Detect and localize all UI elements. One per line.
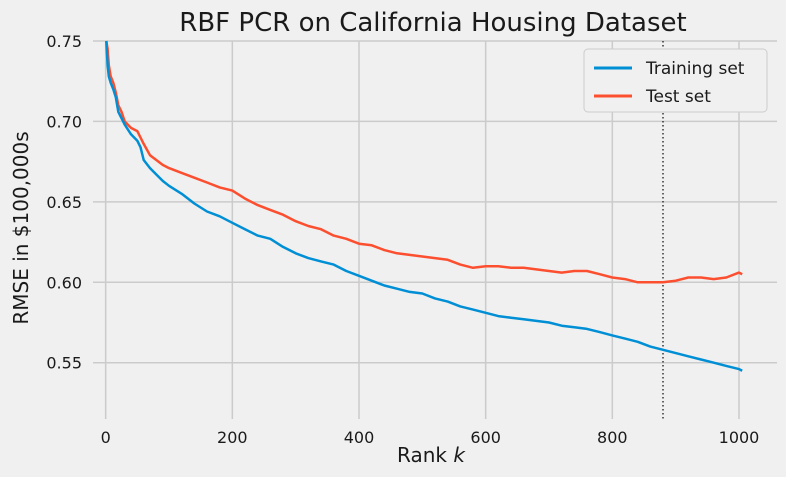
y-tick-label: 0.60 [46,273,82,292]
chart-title: RBF PCR on California Housing Dataset [179,8,686,38]
y-axis-label: RMSE in $100,000s [9,131,33,324]
x-tick-label: 200 [217,428,248,447]
series-line-training [105,40,743,372]
x-axis-label-text: Rank [397,443,447,467]
legend-label-test: Test set [645,87,711,107]
y-tick-label: 0.55 [46,354,82,373]
y-tick-labels: 0.55 0.60 0.65 0.70 0.75 [46,32,82,373]
y-tick-label: 0.70 [46,112,82,131]
series-line-test [105,40,743,284]
x-axis-label-variable: k [453,443,466,467]
y-tick-label: 0.75 [46,32,82,51]
x-tick-label: 1000 [719,428,760,447]
x-tick-label: 800 [597,428,628,447]
legend-label-training: Training set [645,59,745,79]
series-layer [105,40,743,372]
legend: Training set Test set [583,48,768,113]
x-tick-label: 400 [344,428,375,447]
x-tick-label: 600 [470,428,501,447]
x-tick-label: 0 [101,428,111,447]
x-axis-label: Rank k [397,443,466,467]
y-tick-label: 0.65 [46,193,82,212]
x-tick-labels: 0 200 400 600 800 1000 [101,428,760,447]
